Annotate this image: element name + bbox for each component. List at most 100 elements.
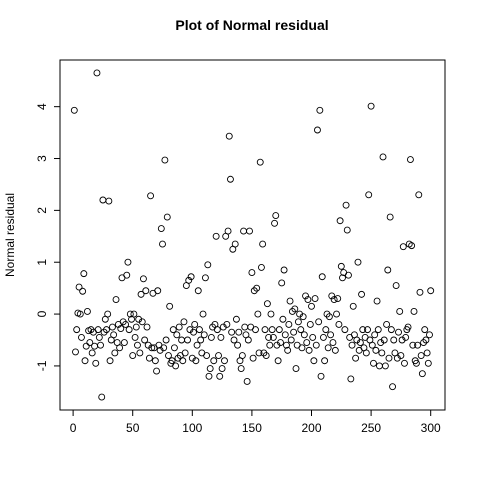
point bbox=[348, 341, 356, 349]
point bbox=[224, 227, 232, 235]
point bbox=[106, 357, 114, 365]
point bbox=[206, 365, 214, 372]
point bbox=[335, 320, 343, 328]
point bbox=[267, 310, 275, 318]
point bbox=[339, 274, 346, 282]
point bbox=[345, 271, 352, 279]
point bbox=[279, 315, 287, 323]
point bbox=[138, 318, 146, 326]
point bbox=[212, 232, 220, 240]
point bbox=[274, 357, 282, 365]
point bbox=[254, 310, 262, 318]
point bbox=[367, 102, 375, 110]
point bbox=[371, 331, 379, 339]
point bbox=[399, 243, 407, 251]
point bbox=[321, 357, 329, 365]
point bbox=[203, 352, 211, 360]
point bbox=[185, 276, 193, 284]
point bbox=[143, 323, 151, 331]
point bbox=[179, 357, 187, 365]
point bbox=[190, 328, 197, 336]
point bbox=[257, 263, 265, 271]
point bbox=[347, 375, 355, 383]
point bbox=[412, 359, 420, 367]
point bbox=[373, 297, 381, 305]
y-axis-label: Normal residual bbox=[3, 193, 17, 277]
point bbox=[333, 310, 340, 318]
point bbox=[153, 367, 160, 375]
point bbox=[244, 336, 252, 344]
point bbox=[415, 191, 423, 199]
point bbox=[316, 106, 324, 114]
point bbox=[365, 191, 373, 199]
point bbox=[76, 310, 84, 318]
point bbox=[86, 339, 94, 347]
point bbox=[193, 341, 201, 349]
point bbox=[91, 342, 99, 350]
point bbox=[117, 325, 125, 333]
point bbox=[238, 352, 246, 360]
point bbox=[75, 283, 83, 291]
point bbox=[298, 344, 306, 352]
point bbox=[168, 357, 176, 365]
point bbox=[311, 295, 319, 302]
point bbox=[331, 346, 339, 354]
point bbox=[95, 333, 103, 341]
point bbox=[131, 333, 139, 341]
point bbox=[191, 320, 199, 328]
point bbox=[162, 336, 170, 344]
point bbox=[217, 333, 225, 341]
point bbox=[99, 196, 107, 204]
point bbox=[368, 341, 376, 349]
point bbox=[225, 132, 233, 140]
point bbox=[308, 302, 315, 310]
point bbox=[261, 326, 269, 334]
point bbox=[256, 158, 264, 166]
point bbox=[330, 296, 338, 304]
point bbox=[232, 315, 240, 323]
point bbox=[120, 339, 128, 347]
point bbox=[404, 323, 412, 331]
point bbox=[372, 346, 380, 354]
point bbox=[327, 331, 335, 339]
point bbox=[370, 359, 377, 367]
point bbox=[213, 326, 221, 334]
point bbox=[231, 240, 239, 248]
point bbox=[194, 287, 202, 295]
point bbox=[309, 333, 317, 341]
x-tick-label: 150 bbox=[242, 421, 262, 435]
point bbox=[147, 192, 155, 200]
y-tick-label: -1 bbox=[35, 360, 49, 371]
point bbox=[196, 326, 203, 334]
point bbox=[246, 227, 253, 235]
point bbox=[98, 393, 106, 401]
point bbox=[80, 270, 88, 278]
point bbox=[165, 352, 172, 360]
point bbox=[88, 349, 96, 357]
point bbox=[104, 310, 112, 318]
point bbox=[122, 320, 130, 328]
point bbox=[148, 344, 156, 352]
point bbox=[284, 346, 292, 354]
point bbox=[362, 349, 370, 357]
point bbox=[184, 336, 191, 344]
point bbox=[265, 333, 273, 341]
point bbox=[396, 308, 404, 315]
point bbox=[81, 357, 89, 365]
point bbox=[304, 296, 312, 304]
point bbox=[272, 212, 280, 220]
point bbox=[422, 336, 430, 344]
point bbox=[216, 372, 224, 380]
point bbox=[424, 359, 432, 367]
point bbox=[105, 197, 113, 205]
point bbox=[306, 320, 314, 328]
point bbox=[285, 320, 293, 328]
point bbox=[337, 262, 345, 270]
point bbox=[426, 331, 433, 339]
point bbox=[123, 271, 131, 279]
point bbox=[187, 273, 195, 281]
point bbox=[142, 287, 150, 295]
point bbox=[387, 326, 395, 334]
point bbox=[343, 226, 351, 234]
